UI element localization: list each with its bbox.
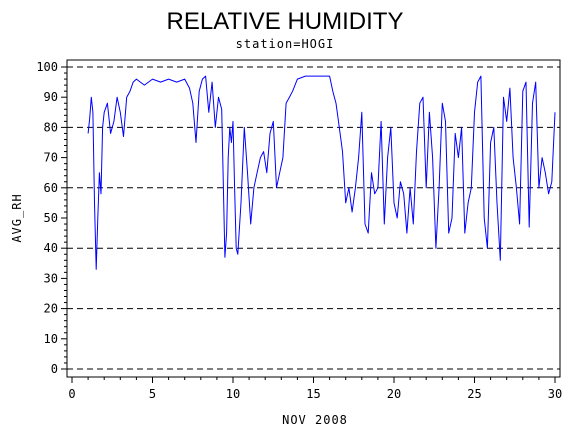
x-tick-label: 25 <box>467 387 481 401</box>
x-axis-label: NOV 2008 <box>282 413 348 427</box>
series-line <box>87 75 556 270</box>
plot-frame <box>66 59 561 378</box>
y-axis-label: AVG_RH <box>10 193 24 242</box>
x-tick-label: 0 <box>68 387 75 401</box>
x-tick-label: 5 <box>149 387 156 401</box>
y-tick-label: 50 <box>44 211 58 225</box>
x-tick-label: 30 <box>548 387 562 401</box>
y-tick-label: 80 <box>44 120 58 134</box>
chart-title: RELATIVE HUMIDITY <box>166 8 404 35</box>
y-tick-label: 0 <box>51 362 58 376</box>
y-tick-label: 60 <box>44 181 58 195</box>
y-tick-label: 30 <box>44 271 58 285</box>
x-tick-label: 20 <box>387 387 401 401</box>
y-tick-label: 70 <box>44 151 58 165</box>
y-tick-label: 40 <box>44 241 58 255</box>
y-tick-label: 10 <box>44 332 58 346</box>
chart-subtitle: station=HOGI <box>235 37 335 51</box>
y-tick-label: 90 <box>44 90 58 104</box>
x-tick-label: 15 <box>306 387 320 401</box>
y-tick-label: 100 <box>36 60 58 74</box>
x-tick-label: 10 <box>226 387 240 401</box>
y-tick-label: 20 <box>44 302 58 316</box>
